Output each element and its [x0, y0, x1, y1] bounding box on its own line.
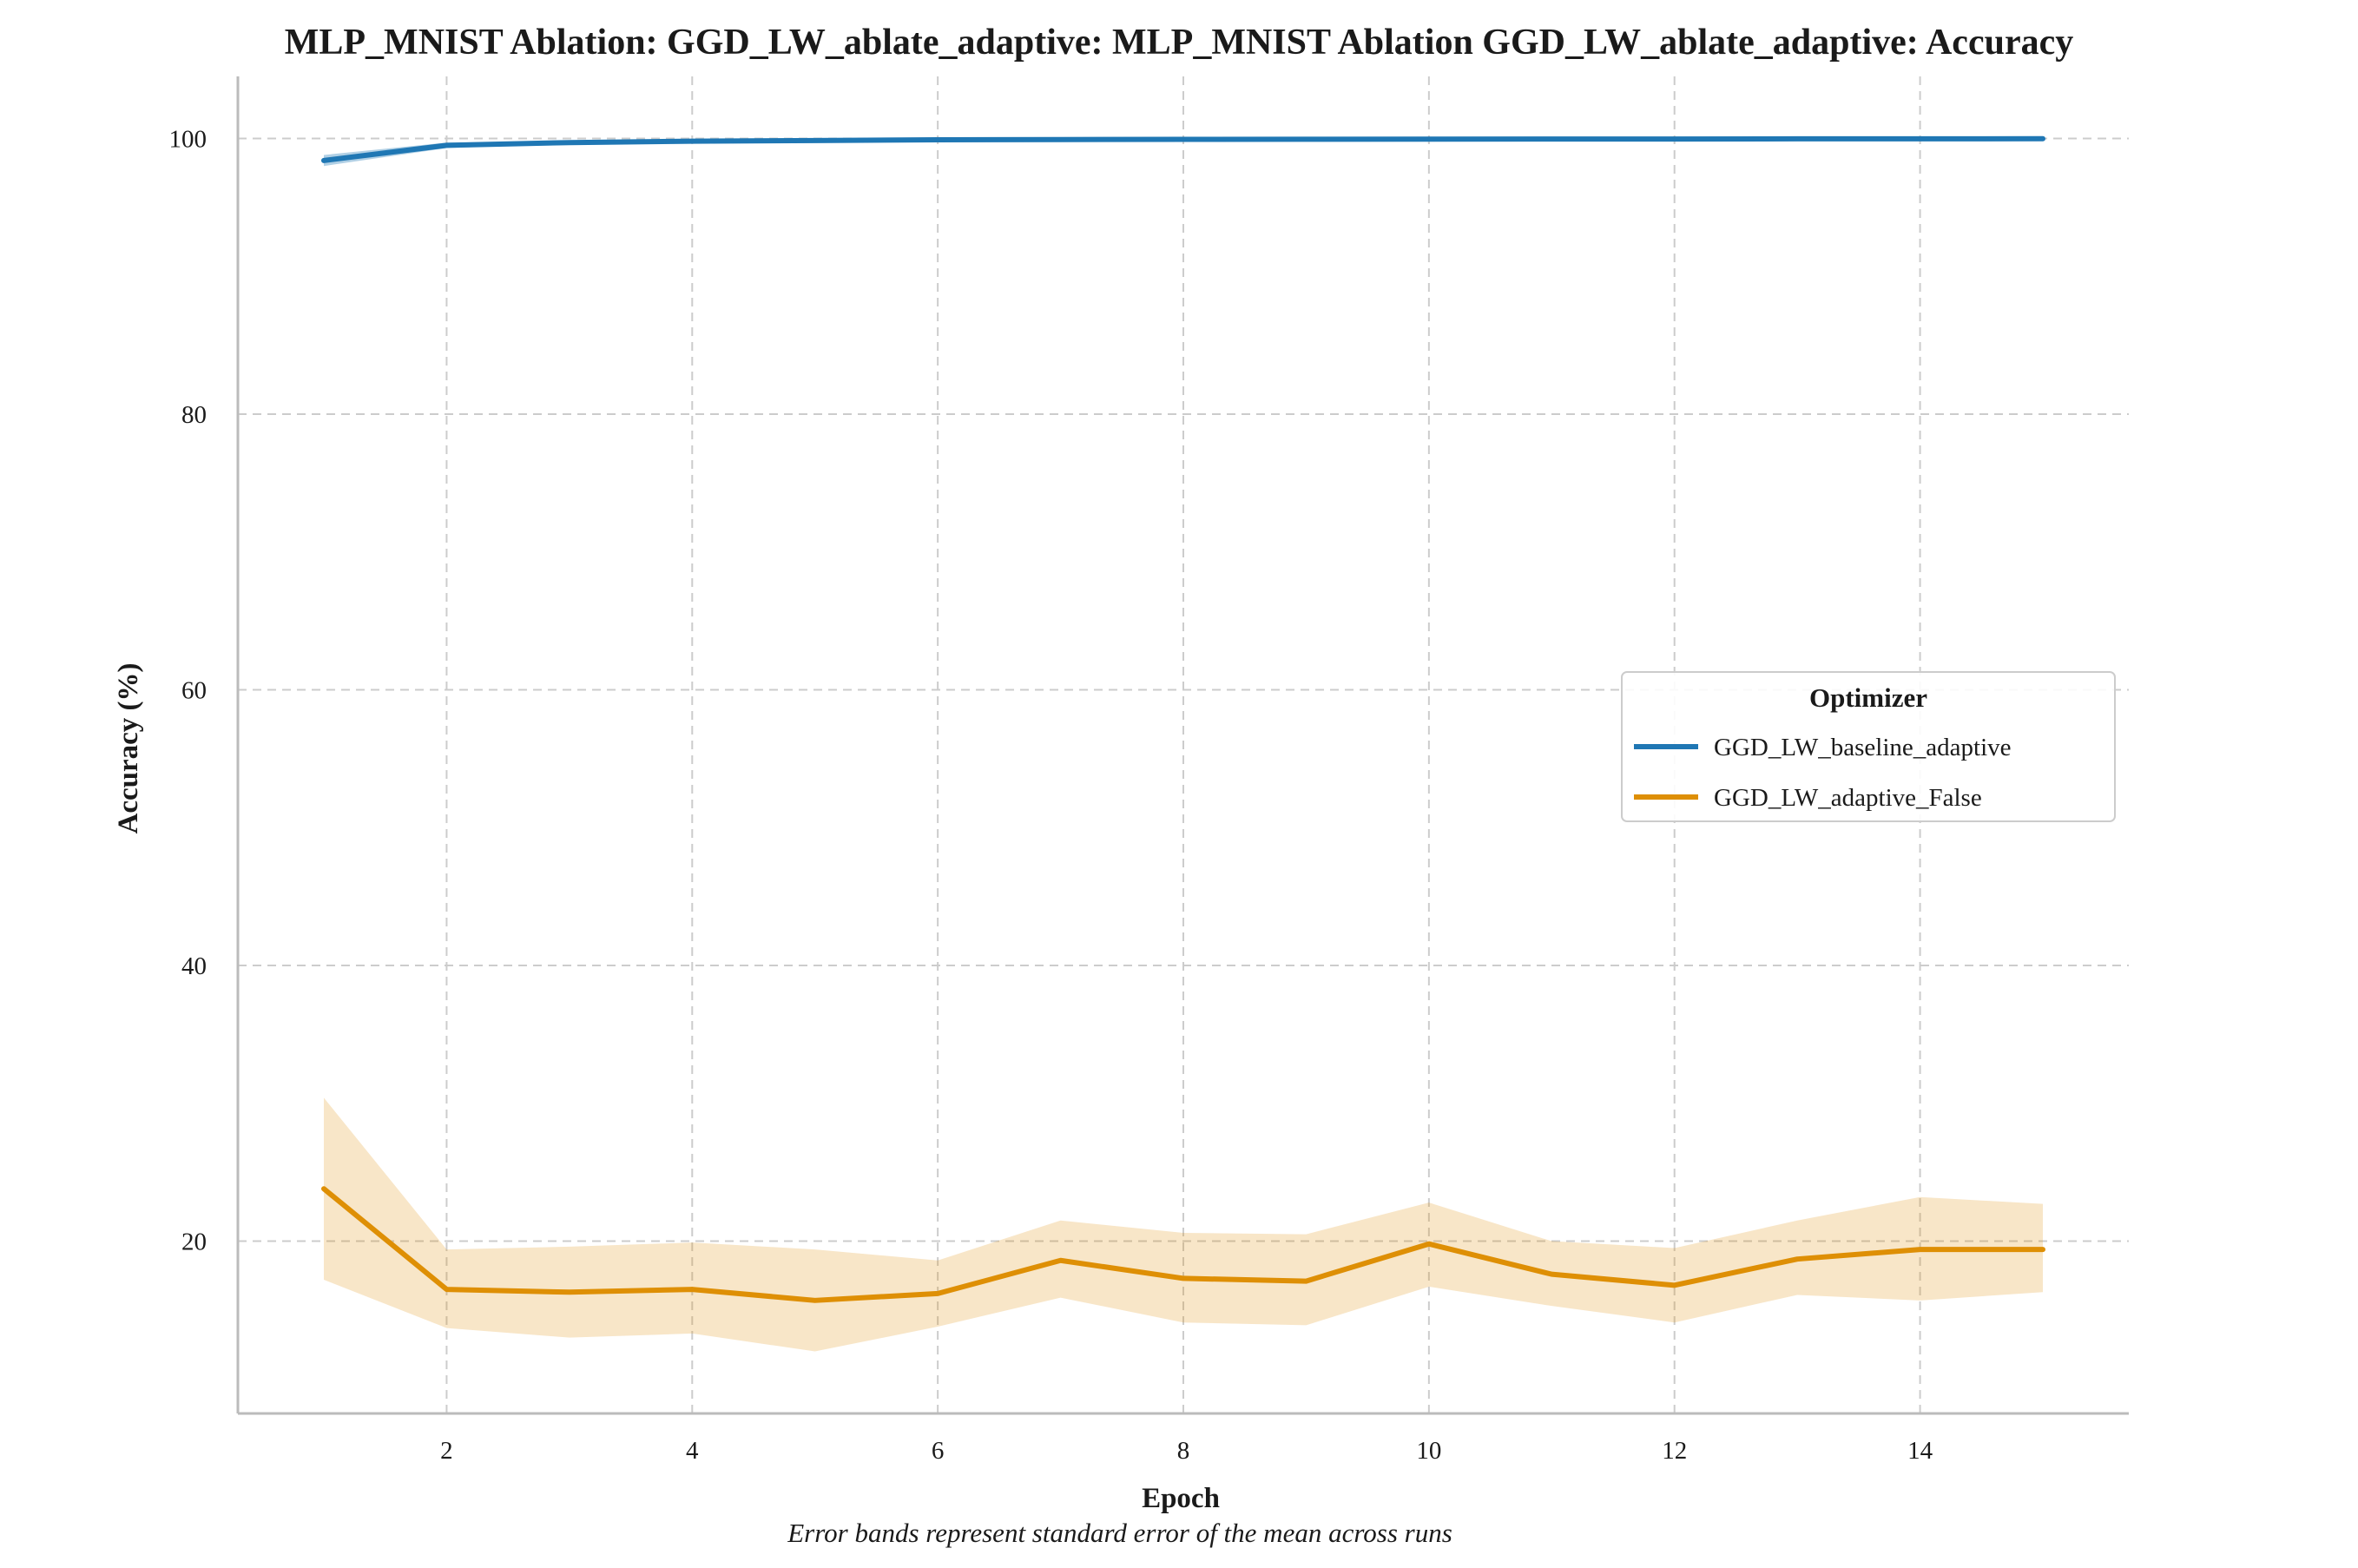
x-tick-label: 10: [1416, 1437, 1441, 1465]
y-tick-label: 20: [181, 1229, 207, 1256]
legend-title: Optimizer: [1809, 682, 1927, 713]
y-tick-label: 40: [181, 952, 207, 980]
series-lines: [321, 135, 2045, 1303]
legend-entry-label: GGD_LW_adaptive_False: [1714, 784, 1982, 812]
x-tick-label: 4: [686, 1437, 699, 1465]
legend-box: [1621, 671, 2116, 822]
caption: Error bands represent standard error of …: [787, 1518, 1452, 1548]
y-tick-label: 60: [181, 676, 207, 704]
x-axis-label: Epoch: [1142, 1483, 1220, 1514]
x-tick-label: 2: [440, 1437, 453, 1465]
error-bands: [324, 138, 2043, 1352]
tick-labels: 2 4 6 8 10 12 14 20 40 60 80 100: [169, 125, 1933, 1465]
y-axis-label: Accuracy (%): [113, 662, 144, 833]
error-band-GGD_LW_adaptive_False: [324, 1097, 2043, 1352]
axes: [236, 76, 2129, 1415]
legend-entry-label: GGD_LW_baseline_adaptive: [1714, 734, 2012, 761]
x-tick-label: 6: [932, 1437, 945, 1465]
chart-title: MLP_MNIST Ablation: GGD_LW_ablate_adapti…: [285, 23, 2073, 63]
x-tick-label: 12: [1662, 1437, 1687, 1465]
legend: Optimizer GGD_LW_baseline_adaptive GGD_LW…: [1621, 671, 2116, 822]
y-tick-label: 100: [169, 125, 207, 153]
x-tick-label: 8: [1177, 1437, 1190, 1465]
y-tick-label: 80: [181, 401, 207, 429]
x-tick-label: 14: [1907, 1437, 1933, 1465]
